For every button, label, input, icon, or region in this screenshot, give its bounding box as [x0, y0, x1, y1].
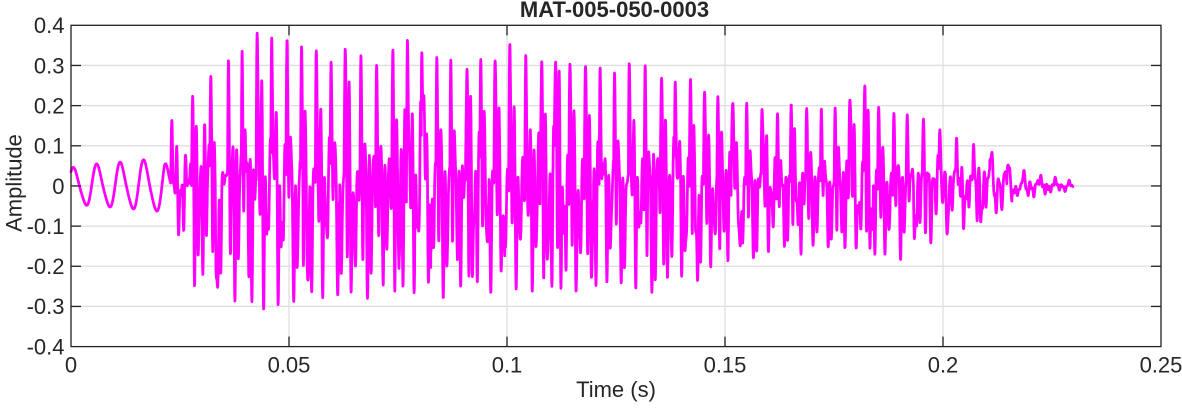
svg-text:0.2: 0.2 — [34, 93, 65, 118]
svg-text:0.1: 0.1 — [34, 134, 65, 159]
svg-text:Amplitude: Amplitude — [2, 134, 27, 232]
svg-text:-0.1: -0.1 — [27, 214, 65, 239]
svg-text:0.25: 0.25 — [1140, 353, 1182, 378]
svg-text:0.2: 0.2 — [928, 353, 959, 378]
svg-text:0.05: 0.05 — [268, 353, 311, 378]
svg-text:Time (s): Time (s) — [576, 377, 656, 402]
svg-text:0.4: 0.4 — [34, 13, 65, 38]
svg-text:-0.2: -0.2 — [27, 254, 65, 279]
svg-text:-0.3: -0.3 — [27, 294, 65, 319]
svg-text:0.1: 0.1 — [492, 353, 523, 378]
svg-text:0: 0 — [65, 353, 77, 378]
svg-text:-0.4: -0.4 — [27, 334, 65, 359]
svg-text:MAT-005-050-0003: MAT-005-050-0003 — [520, 0, 709, 22]
svg-text:0: 0 — [52, 174, 64, 199]
svg-text:0.3: 0.3 — [34, 53, 65, 78]
svg-text:0.15: 0.15 — [704, 353, 747, 378]
